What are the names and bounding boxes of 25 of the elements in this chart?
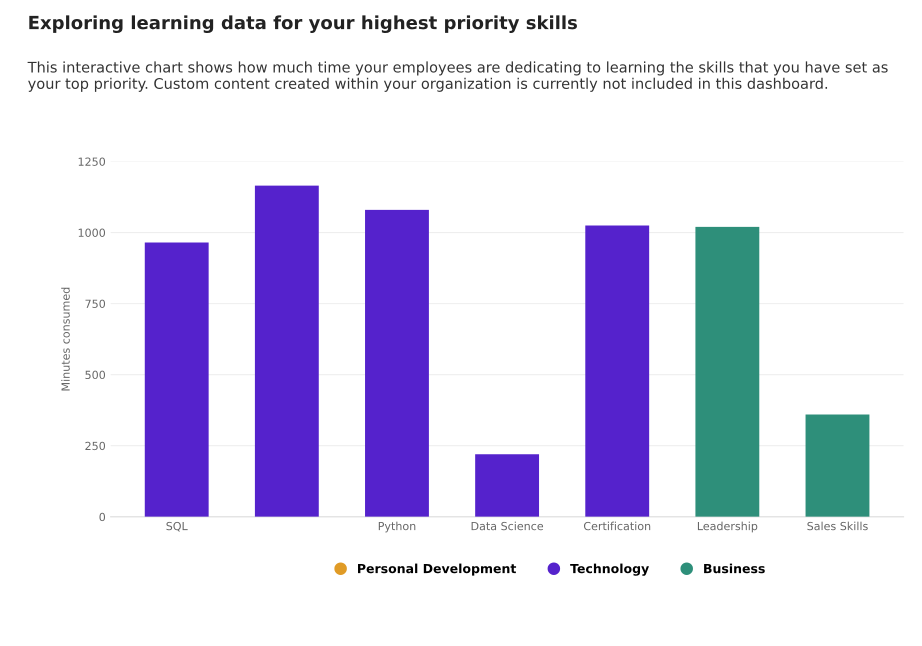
y-tick-label: 1250 bbox=[78, 157, 106, 166]
y-axis-title: Minutes consumed bbox=[61, 288, 70, 390]
bar bbox=[695, 226, 760, 517]
bar bbox=[254, 186, 319, 517]
legend-label: Business bbox=[704, 564, 765, 574]
y-tick-label: 0 bbox=[99, 512, 106, 522]
x-tick-label: SQL bbox=[166, 522, 188, 532]
legend-label: Personal Development bbox=[358, 564, 516, 576]
x-tick-label: Python bbox=[378, 522, 416, 532]
x-tick-label: Leadership bbox=[698, 522, 758, 532]
chart-subtitle: This interactive chart shows how much time your employees are dedicating to learning the skills that you have set as your top priority. Custom content created within your organization is currently not included in this dashboard. bbox=[28, 61, 888, 92]
bar bbox=[475, 454, 540, 517]
x-tick-label: Data Science bbox=[472, 522, 544, 530]
y-tick-label: 500 bbox=[85, 370, 106, 380]
y-tick-label: 1000 bbox=[78, 228, 106, 237]
x-tick-label: Certification bbox=[584, 522, 650, 530]
bar bbox=[585, 225, 650, 517]
y-tick-label: 750 bbox=[85, 300, 106, 308]
bar bbox=[365, 210, 429, 517]
y-tick-label: 250 bbox=[85, 442, 106, 450]
bar bbox=[144, 242, 209, 517]
x-tick-label: Sales Skills bbox=[807, 522, 868, 530]
chart-title: Exploring learning data for your highest priority skills bbox=[29, 15, 577, 33]
legend-label: Technology bbox=[570, 564, 649, 576]
bar bbox=[806, 414, 870, 517]
